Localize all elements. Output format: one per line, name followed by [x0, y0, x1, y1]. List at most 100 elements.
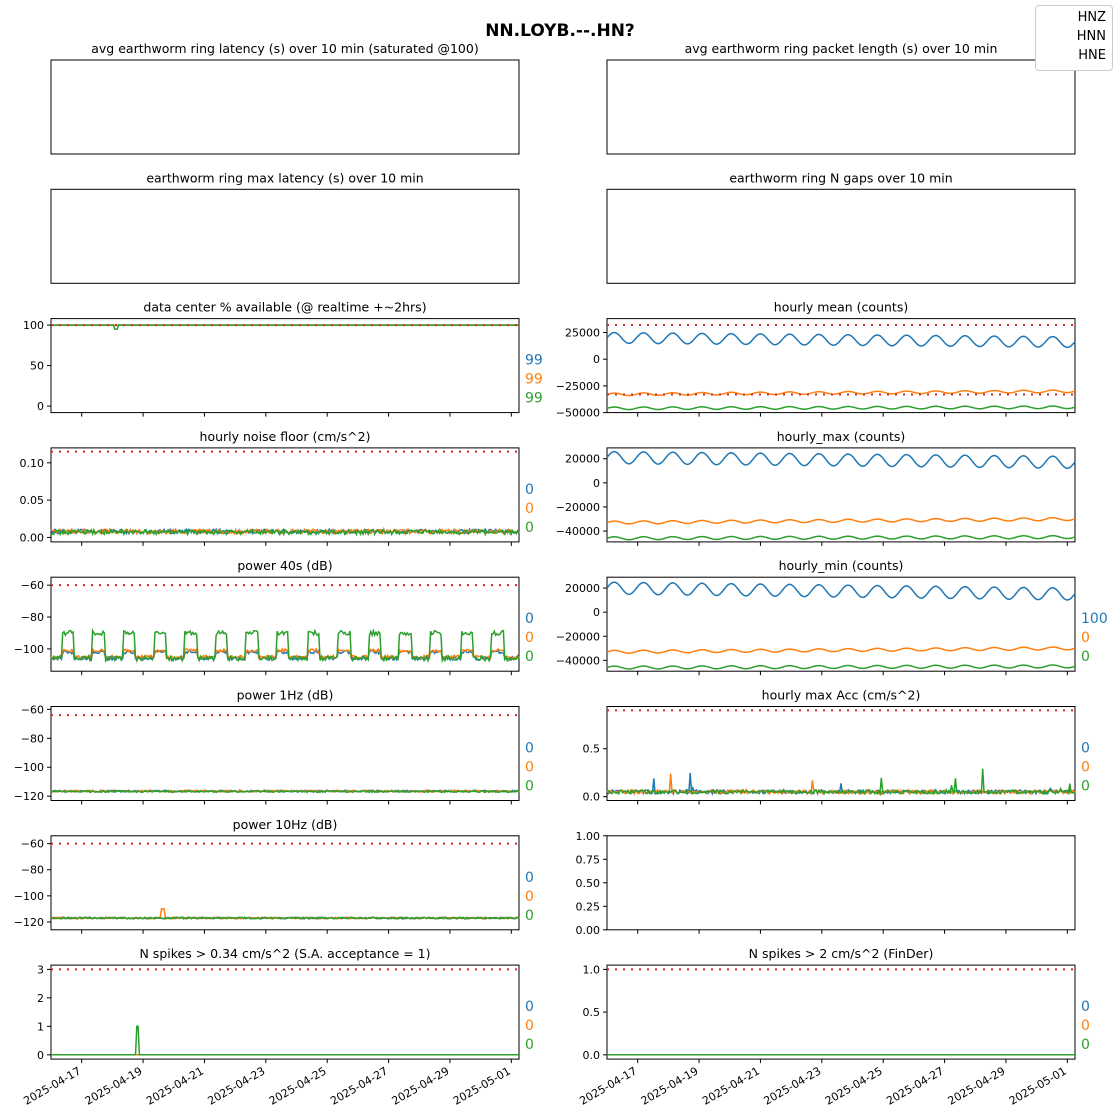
x-tick-label: 2025-04-25 [823, 1064, 885, 1107]
panel-availability: data center % available (@ realtime +~2h… [23, 300, 543, 417]
panel-title: earthworm ring N gaps over 10 min [729, 170, 952, 185]
y-tick-label: 0.5 [583, 743, 601, 756]
value-label-hnz: 0 [525, 999, 534, 1015]
y-tick-label: 0.05 [20, 494, 45, 507]
y-tick-label: −120 [14, 916, 44, 929]
panel-power-10hz: power 10Hz (dB) −60 −80 −100 −120 0 0 0 [14, 817, 534, 934]
x-tick-label: 2025-04-23 [205, 1064, 267, 1107]
panel-title: hourly mean (counts) [774, 300, 908, 315]
panel-power-40s: power 40s (dB) −60 −80 −100 0 0 0 [14, 558, 534, 676]
y-tick-label: −100 [14, 890, 44, 903]
plot-frame [50, 835, 520, 931]
y-tick-label: 1.00 [576, 830, 601, 843]
panel-title: hourly noise floor (cm/s^2) [200, 429, 371, 444]
value-label-hne: 0 [525, 1037, 534, 1053]
y-tick-label: −40000 [556, 525, 600, 538]
x-tick-label: 2025-04-29 [946, 1064, 1008, 1107]
panel-title: N spikes > 0.34 cm/s^2 (S.A. acceptance … [139, 946, 430, 961]
value-label-hnn: 0 [525, 1018, 534, 1034]
panel-max-latency: earthworm ring max latency (s) over 10 m… [50, 170, 520, 284]
value-label-hnz: 100 [1081, 611, 1108, 627]
plot-frame [50, 447, 520, 543]
y-tick-label: 2 [37, 992, 44, 1005]
panel-title: hourly max Acc (cm/s^2) [762, 688, 921, 703]
panel-title: avg earthworm ring latency (s) over 10 m… [91, 41, 478, 56]
value-label-hnn: 0 [525, 760, 534, 776]
y-tick-label: 20000 [565, 453, 600, 466]
value-label-hnz: 0 [525, 482, 534, 498]
value-label-hne: 0 [525, 520, 534, 536]
plot-frame [606, 318, 1076, 414]
legend-entry-hnz: HNZ [1077, 10, 1106, 25]
value-label-hnz: 0 [525, 741, 534, 757]
x-tick-label: 2025-04-17 [577, 1064, 639, 1107]
series-line-hnz [606, 331, 1076, 349]
value-label-hnn: 0 [1081, 630, 1090, 646]
series-line-hne [50, 527, 520, 537]
y-tick-label: −100 [14, 643, 44, 656]
panel-title: power 10Hz (dB) [233, 817, 338, 832]
plot-frame [50, 706, 520, 801]
series-line-hnz [606, 773, 1076, 796]
y-tick-label: −120 [14, 790, 44, 803]
value-label-hnz: 0 [1081, 741, 1090, 757]
y-tick-label: −80 [21, 864, 44, 877]
y-tick-label: 0 [593, 477, 600, 490]
y-tick-label: −40000 [556, 654, 600, 667]
x-tick-label: 2025-04-21 [700, 1064, 762, 1107]
y-tick-label: 0 [37, 1049, 44, 1062]
x-tick-label: 2025-04-25 [267, 1064, 329, 1107]
plot-frame [50, 318, 520, 414]
panel-title: N spikes > 2 cm/s^2 (FinDer) [749, 946, 934, 961]
series-line-hnn [606, 389, 1076, 397]
y-tick-label: −60 [21, 838, 44, 851]
value-label-hnn: 99 [525, 372, 543, 388]
y-tick-label: −100 [14, 761, 44, 774]
x-tick-label: 2025-04-19 [639, 1064, 701, 1107]
x-tick-label: 2025-05-01 [1007, 1064, 1069, 1107]
y-tick-label: 0.25 [576, 900, 601, 913]
y-tick-label: −60 [21, 579, 44, 592]
y-tick-label: 100 [23, 319, 44, 332]
plot-frame [606, 964, 1076, 1060]
x-tick-label: 2025-04-23 [761, 1064, 823, 1107]
series-line-hnn [50, 646, 520, 661]
value-label-hnz: 0 [1081, 999, 1090, 1015]
value-label-hne: 0 [1081, 1037, 1090, 1053]
panel-title: power 1Hz (dB) [237, 688, 334, 703]
panel-title: data center % available (@ realtime +~2h… [143, 300, 426, 315]
series-line-hne [51, 1025, 519, 1056]
y-tick-label: 0.0 [583, 791, 601, 804]
plot-frame [50, 188, 520, 284]
y-tick-label: 20000 [565, 582, 600, 595]
panel-max-acc: hourly max Acc (cm/s^2) 0.0 0.5 0 0 0 [583, 688, 1090, 805]
panel-n-gaps: earthworm ring N gaps over 10 min [606, 170, 1076, 284]
y-tick-label: 0.75 [576, 853, 601, 866]
x-tick-label: 2025-04-29 [390, 1064, 452, 1107]
y-tick-label: −80 [21, 732, 44, 745]
value-label-hnn: 0 [1081, 760, 1090, 776]
y-tick-label: 1.0 [583, 963, 601, 976]
y-tick-label: −50000 [556, 407, 600, 420]
panel-power-1hz: power 1Hz (dB) −60 −80 −100 −120 0 0 0 [14, 688, 534, 805]
panel-title: avg earthworm ring packet length (s) ove… [685, 41, 998, 56]
panel-title: hourly_max (counts) [777, 429, 906, 444]
series-line-hne [51, 789, 520, 794]
y-tick-label: 0.00 [576, 924, 601, 937]
y-tick-label: −20000 [556, 630, 600, 643]
panel-empty-panel: 0.00 0.25 0.50 0.75 1.00 [576, 830, 1076, 937]
panel-hourly-max: hourly_max (counts) 20000 0 −20000 −40000 [556, 429, 1076, 546]
y-tick-label: 0 [593, 353, 600, 366]
series-line-hnz [606, 581, 1076, 601]
value-label-hne: 0 [525, 649, 534, 665]
panel-spikes-2: N spikes > 2 cm/s^2 (FinDer) 0.0 0.5 1.0 202… [577, 946, 1090, 1108]
x-tick-label: 2025-04-27 [884, 1064, 946, 1107]
panel-avg-packet: avg earthworm ring packet length (s) ove… [606, 41, 1076, 155]
panel-title: earthworm ring max latency (s) over 10 m… [146, 170, 423, 185]
series-line-hnn [50, 908, 520, 920]
value-label-hnn: 0 [1081, 1018, 1090, 1034]
series-line-hne [606, 534, 1076, 541]
series-line-hnn [606, 516, 1076, 525]
series-line-hne [50, 916, 520, 920]
